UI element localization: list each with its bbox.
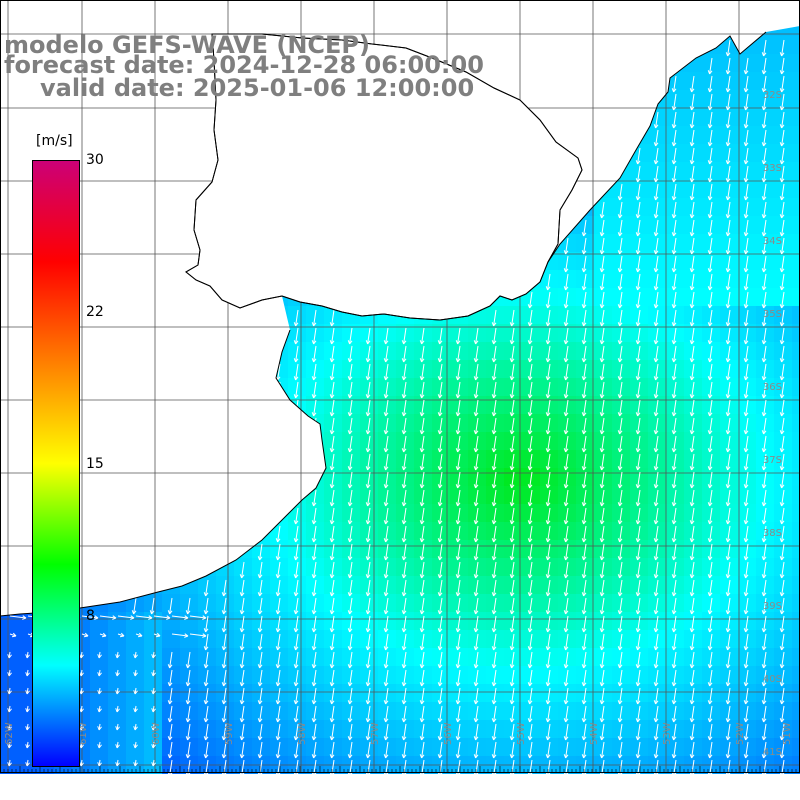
speed-cell [144, 630, 162, 648]
longitude-label: 54W [589, 722, 600, 745]
longitude-label: 52W [735, 722, 746, 745]
latitude-label: 38S [763, 528, 782, 539]
speed-cell [792, 162, 800, 180]
latitude-label: 35S [763, 309, 782, 320]
speed-cell [792, 540, 800, 558]
speed-cell [792, 36, 800, 54]
colorbar-tick-8: 8 [86, 608, 95, 624]
speed-cell [792, 684, 800, 702]
speed-cell [180, 612, 198, 630]
longitude-label: 62W [4, 722, 15, 745]
speed-cell [792, 522, 800, 540]
speed-cell [792, 180, 800, 198]
longitude-label: 58W [297, 722, 308, 745]
colorbar-tick-15: 15 [86, 456, 104, 472]
speed-cell [792, 126, 800, 144]
speed-cell [792, 270, 800, 288]
longitude-label: 60W [151, 722, 162, 745]
speed-cell [792, 252, 800, 270]
speed-cell [792, 198, 800, 216]
colorbar [32, 160, 80, 767]
speed-cell [792, 648, 800, 666]
speed-cell [792, 234, 800, 252]
latitude-label: 32S [763, 90, 782, 101]
speed-cell [792, 90, 800, 108]
latitude-label: 33S [763, 163, 782, 174]
longitude-label: 56W [443, 722, 454, 745]
speed-cell [792, 738, 800, 756]
speed-cell [792, 450, 800, 468]
speed-cell [108, 630, 126, 648]
speed-cell [144, 612, 162, 630]
speed-cell [792, 504, 800, 522]
speed-cell [792, 720, 800, 738]
speed-cell [162, 612, 180, 630]
longitude-label: 55W [516, 722, 527, 745]
speed-cell [792, 576, 800, 594]
speed-cell [126, 630, 144, 648]
speed-cell [792, 378, 800, 396]
longitude-label: 53W [662, 722, 673, 745]
longitude-label: 59W [224, 722, 235, 745]
speed-cell [792, 594, 800, 612]
speed-cell [0, 630, 18, 648]
latitude-label: 37S [763, 455, 782, 466]
colorbar-units: [m/s] [36, 133, 73, 149]
longitude-label: 51W [782, 722, 793, 745]
speed-cell [180, 630, 198, 648]
colorbar-tick-30: 30 [86, 152, 104, 168]
speed-cell [792, 54, 800, 72]
speed-cell [126, 612, 144, 630]
speed-cell [792, 630, 800, 648]
speed-cell [792, 666, 800, 684]
latitude-label: 41S [763, 747, 782, 758]
speed-cell [108, 612, 126, 630]
speed-cell [792, 108, 800, 126]
latitude-label: 40S [763, 674, 782, 685]
speed-cell [792, 414, 800, 432]
speed-cell [792, 144, 800, 162]
speed-cell [792, 396, 800, 414]
speed-cell [90, 630, 108, 648]
latitude-label: 36S [763, 382, 782, 393]
speed-cell [792, 72, 800, 90]
speed-cell [792, 702, 800, 720]
speed-cell [792, 306, 800, 324]
title-valid-date: valid date: 2025-01-06 12:00:00 [40, 74, 475, 102]
speed-cell [792, 216, 800, 234]
speed-cell [162, 630, 180, 648]
latitude-label: 39S [763, 601, 782, 612]
speed-cell [792, 612, 800, 630]
speed-cell [792, 486, 800, 504]
speed-cell [792, 558, 800, 576]
speed-cell [792, 288, 800, 306]
speed-cell [792, 360, 800, 378]
colorbar-tick-22: 22 [86, 304, 104, 320]
speed-cell [792, 18, 800, 36]
speed-cell [792, 432, 800, 450]
longitude-label: 57W [370, 722, 381, 745]
speed-cell [792, 468, 800, 486]
latitude-label: 34S [763, 236, 782, 247]
speed-cell [792, 342, 800, 360]
